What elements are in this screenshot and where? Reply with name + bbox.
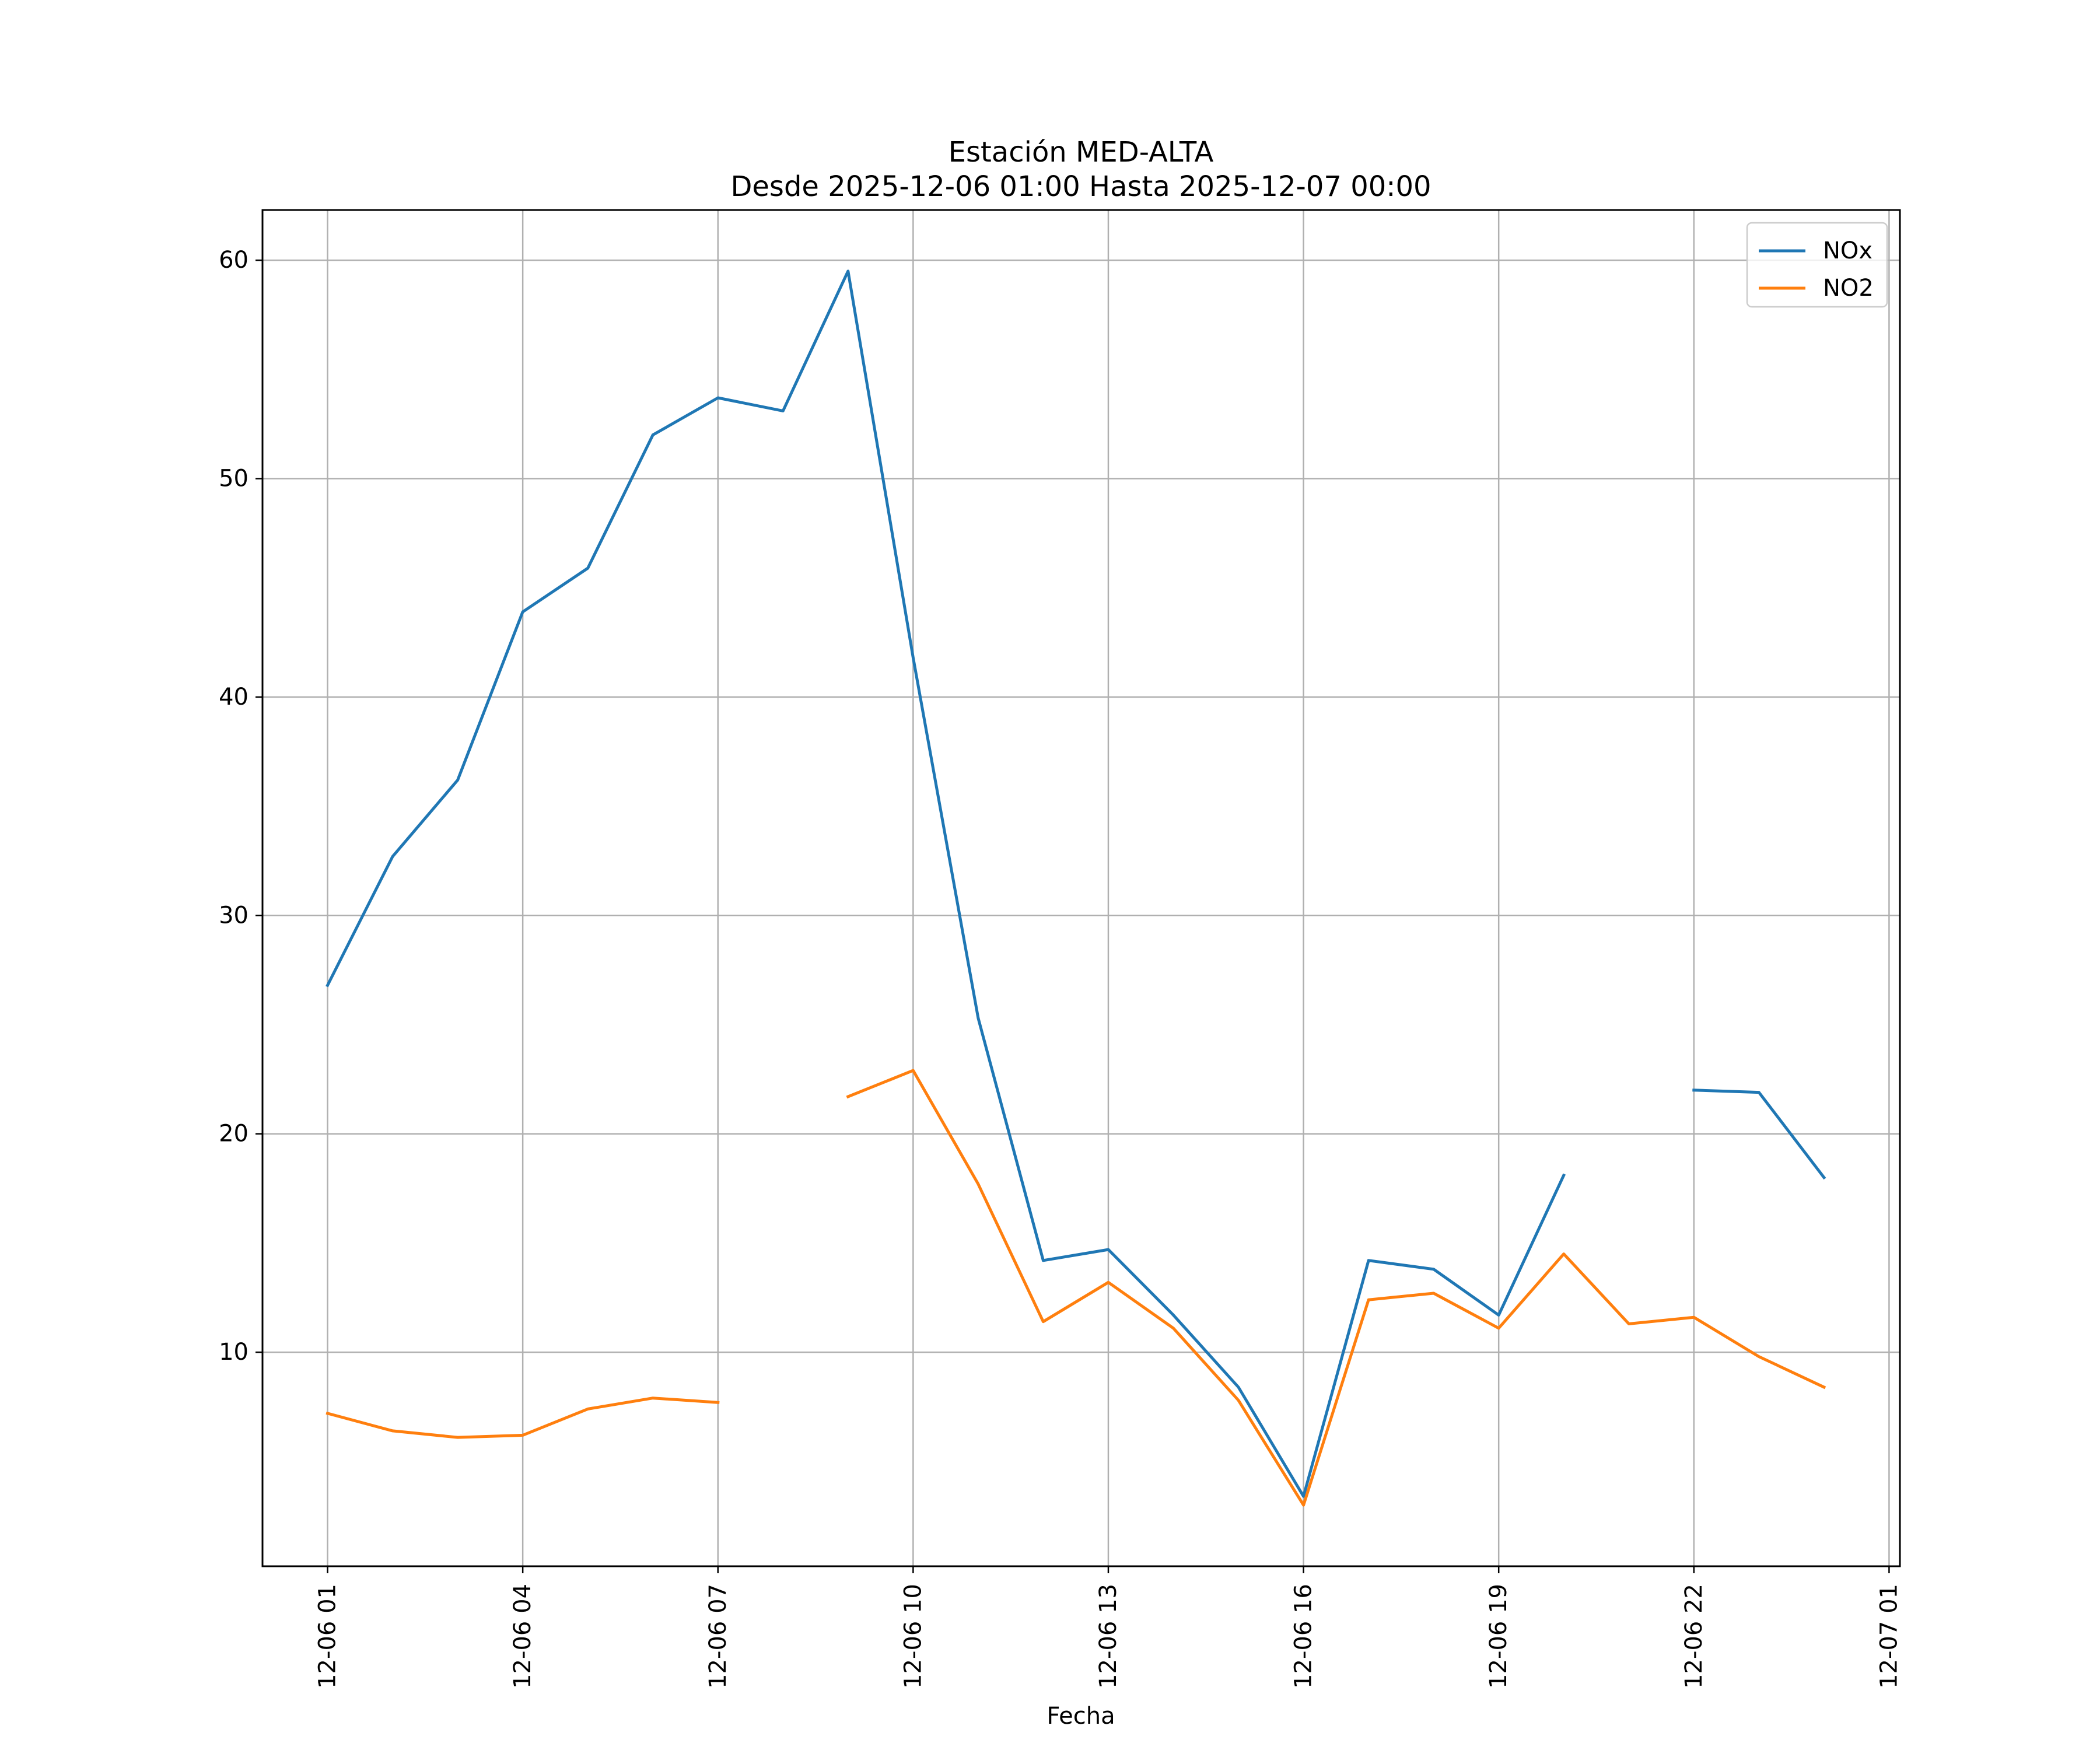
y-tick-label: 60: [219, 247, 249, 274]
chart-subtitle: Desde 2025-12-06 01:00 Hasta 2025-12-07 …: [730, 170, 1431, 203]
x-tick-label: 12-06 13: [1095, 1584, 1122, 1689]
x-tick-label: 12-06 10: [900, 1584, 926, 1689]
x-tick-label: 12-06 01: [314, 1584, 341, 1689]
y-tick-label: 40: [219, 684, 249, 710]
legend-label-no2: NO2: [1823, 275, 1874, 302]
chart-title: Estación MED-ALTA: [949, 136, 1214, 169]
series-line-nox: [326, 270, 1826, 1498]
grid: [262, 210, 1900, 1566]
x-tick-label: 12-06 07: [705, 1584, 732, 1689]
x-tick-label: 12-06 22: [1681, 1584, 1707, 1689]
y-tick-label: 20: [219, 1121, 249, 1147]
series-line-no2: [326, 1069, 1826, 1507]
y-tick-label: 50: [219, 466, 249, 492]
x-axis-label: Fecha: [1046, 1703, 1115, 1730]
legend: NOx NO2: [1746, 222, 1888, 308]
legend-box: [1746, 222, 1888, 308]
x-tick-label: 12-06 16: [1290, 1584, 1317, 1689]
y-tick-label: 10: [219, 1339, 249, 1366]
plot-frame: [261, 209, 1901, 1567]
x-tick-label: 12-07 01: [1875, 1584, 1902, 1689]
y-tick-label: 30: [219, 902, 249, 929]
x-tick-label: 12-06 19: [1485, 1584, 1512, 1689]
y-axis: 10 20 30 40 50 60: [219, 247, 262, 1366]
x-tick-label: 12-06 04: [509, 1584, 536, 1689]
series-layer: [326, 270, 1826, 1507]
legend-label-nox: NOx: [1823, 237, 1873, 264]
x-axis: 12-06 01 12-06 04 12-06 07 12-06 10 12-06 13…: [314, 1566, 1902, 1689]
